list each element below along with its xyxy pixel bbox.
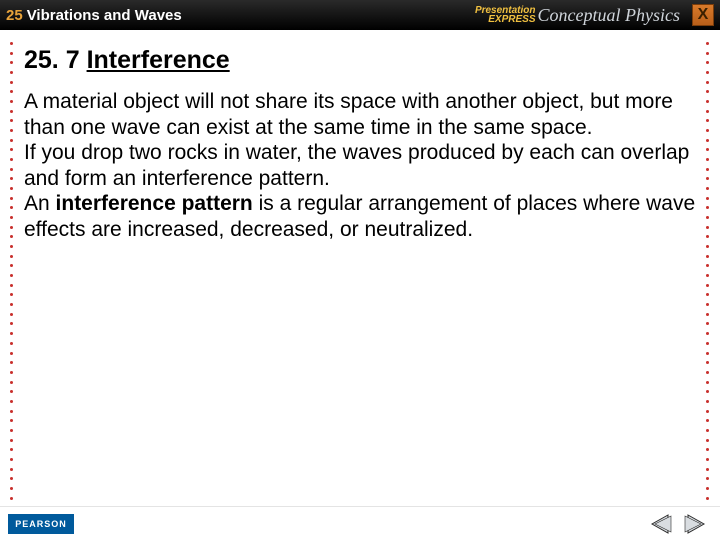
slide-heading: 25. 7 Interference	[24, 46, 696, 75]
close-button[interactable]: X	[692, 4, 714, 26]
brand-line2: EXPRESS	[475, 15, 536, 24]
paragraph-3-bold: interference pattern	[56, 192, 253, 215]
brand-presentation-express: Presentation EXPRESS	[475, 6, 536, 24]
heading-title: Interference	[87, 46, 230, 74]
decorative-dots-left	[10, 42, 14, 500]
paragraph-3a: An	[24, 192, 56, 215]
brand-conceptual-physics: Conceptual Physics	[538, 5, 680, 26]
paragraph-2: If you drop two rocks in water, the wave…	[24, 141, 689, 190]
next-button[interactable]	[680, 512, 710, 536]
chapter-label: 25 Vibrations and Waves	[0, 7, 182, 24]
chevron-left-icon	[646, 512, 676, 536]
footer-bar: PEARSON	[0, 506, 720, 540]
chevron-right-icon	[680, 512, 710, 536]
heading-section-number: 25. 7	[24, 46, 87, 74]
close-icon: X	[698, 6, 709, 24]
pearson-logo: PEARSON	[8, 514, 74, 534]
paragraph-1: A material object will not share its spa…	[24, 90, 673, 139]
chapter-number: 25	[6, 7, 23, 24]
top-bar: 25 Vibrations and Waves Presentation EXP…	[0, 0, 720, 30]
chapter-title: Vibrations and Waves	[27, 7, 182, 24]
decorative-dots-right	[706, 42, 710, 500]
slide-content: 25. 7 Interference A material object wil…	[24, 46, 696, 243]
slide-body: A material object will not share its spa…	[24, 89, 696, 243]
nav-controls	[646, 512, 710, 536]
prev-button[interactable]	[646, 512, 676, 536]
brand-block: Presentation EXPRESS Conceptual Physics	[475, 0, 680, 30]
